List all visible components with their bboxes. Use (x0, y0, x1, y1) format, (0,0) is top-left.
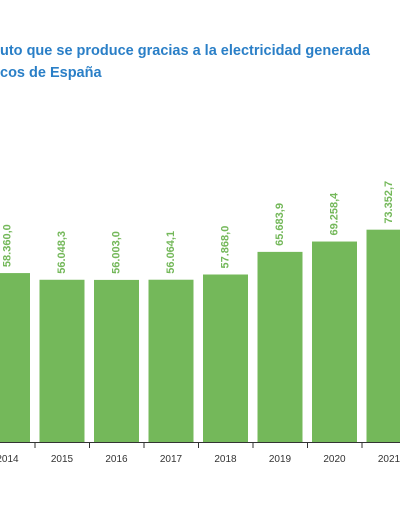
bar-2020 (312, 241, 357, 442)
x-tick-label-2015: 2015 (51, 454, 74, 465)
bar-2017 (148, 279, 194, 442)
chart-title-line-2: cos de España (0, 65, 102, 81)
x-tick-label-2018: 2018 (214, 454, 237, 465)
bar-2015 (39, 279, 85, 442)
value-label-2016: 56.003,0 (110, 231, 122, 274)
bar-2021 (366, 229, 400, 442)
value-label-2017: 56.064,1 (165, 231, 177, 274)
x-tick-label-2020: 2020 (323, 454, 346, 465)
chart-title-line-1: uto que se produce gracias a la electric… (0, 43, 370, 59)
value-label-2020: 69.258,4 (328, 192, 340, 236)
value-label-2018: 57.868,0 (219, 226, 231, 269)
value-label-2019: 65.683,9 (274, 203, 286, 246)
bar-2016 (94, 279, 139, 442)
bar-2018 (203, 274, 248, 442)
chart-title: uto que se produce gracias a la electric… (0, 40, 400, 84)
x-tick-label-2017: 2017 (160, 454, 183, 465)
value-label-2014: 58.360,0 (1, 224, 13, 267)
x-tick-label-2014: 2014 (0, 454, 19, 465)
value-label-2015: 56.048,3 (56, 231, 68, 274)
bar-2019 (257, 251, 303, 442)
bar-2014 (0, 273, 30, 442)
x-tick-label-2016: 2016 (105, 454, 128, 465)
x-tick-label-2021: 2021 (378, 454, 400, 465)
x-tick-label-2019: 2019 (269, 454, 292, 465)
value-label-2021: 73.352,7 (383, 181, 395, 224)
